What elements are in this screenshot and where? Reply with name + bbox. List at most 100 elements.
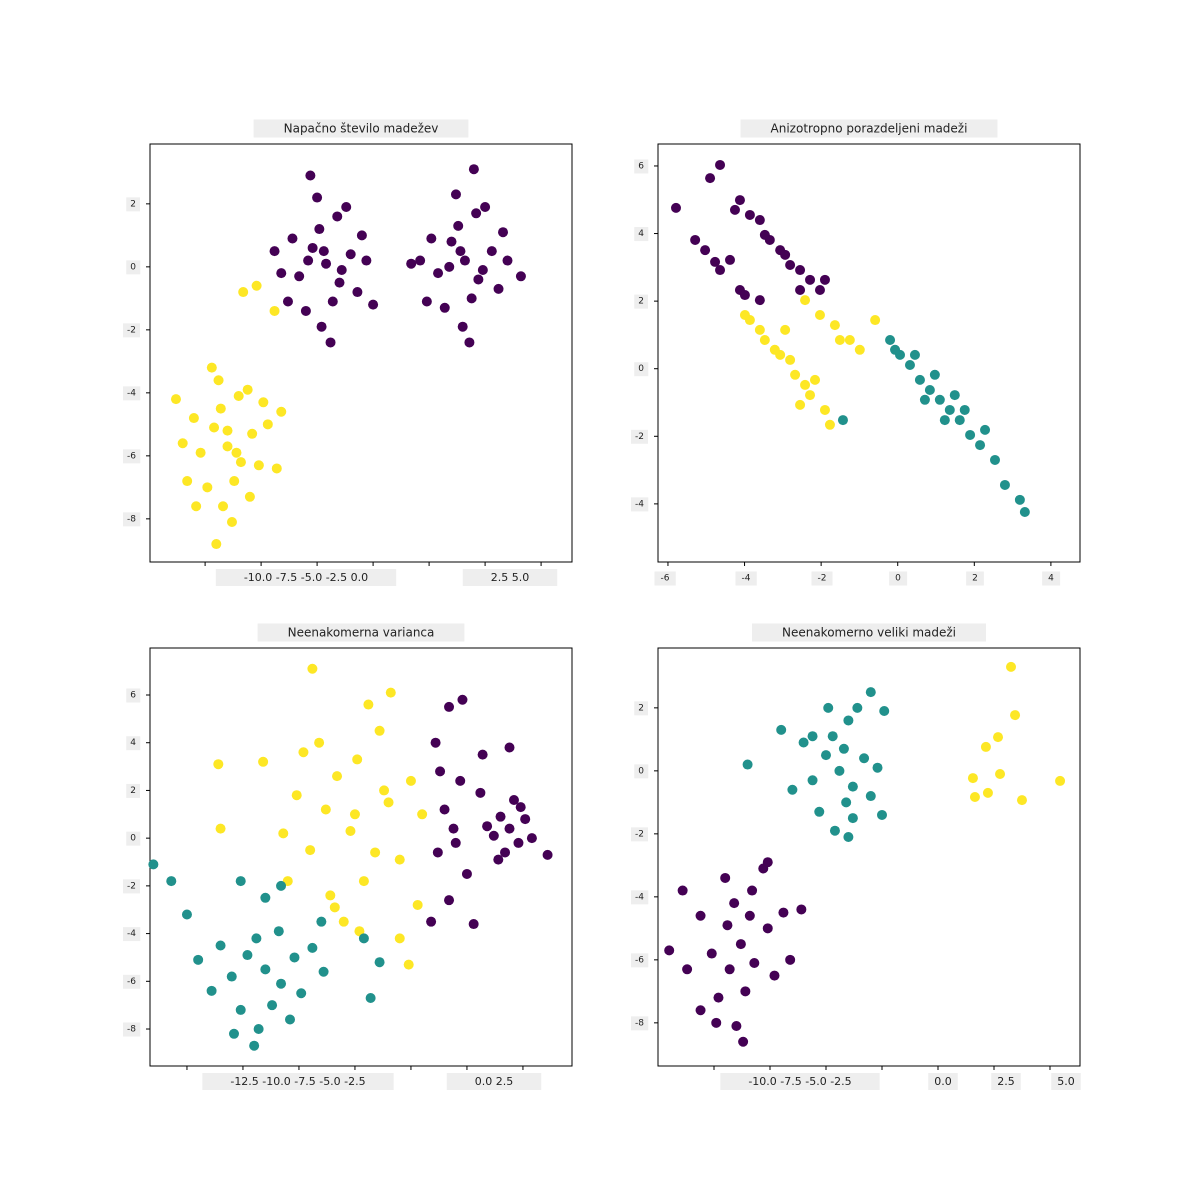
x-tick-label: -10.0 -7.5 -5.0 -2.5 (748, 1075, 851, 1088)
scatter-point (215, 403, 226, 414)
scatter-point (294, 271, 305, 282)
label-background (740, 119, 998, 138)
label-background (126, 783, 140, 798)
scatter-point (226, 516, 237, 527)
scatter-point (682, 964, 693, 975)
x-tick-label: 0.0 (934, 1075, 952, 1088)
label-background (126, 688, 141, 703)
y-tick-label: -6 (127, 451, 136, 461)
scatter-point (480, 201, 491, 212)
x-tick-label: -4 (742, 574, 751, 584)
scatter-point (455, 775, 466, 786)
y-tick-label: 6 (130, 691, 136, 701)
scatter-point (919, 394, 930, 405)
scatter-point (298, 747, 309, 758)
label-background (446, 1073, 542, 1090)
scatter-point (739, 290, 750, 301)
scatter-point (843, 831, 854, 842)
scatter-point (316, 321, 327, 332)
scatter-point (731, 1020, 742, 1031)
plot-frame (657, 647, 1081, 1067)
scatter-point (820, 750, 831, 761)
scatter-point (303, 255, 314, 266)
scatter-point (181, 909, 192, 920)
scatter-point (859, 753, 870, 764)
scatter-point (242, 384, 253, 395)
scatter-point (238, 287, 249, 298)
scatter-point (520, 814, 531, 825)
chart-title: Napačno število madežev (284, 122, 439, 136)
scatter-point (405, 775, 416, 786)
scatter-point (435, 766, 446, 777)
label-background (123, 449, 141, 464)
scatter-point (262, 419, 273, 430)
label-background (634, 227, 649, 242)
scatter-point (231, 447, 242, 458)
label-background (889, 571, 908, 586)
y-tick-label: -4 (635, 892, 644, 902)
plot-frame (149, 647, 573, 1067)
scatter-point (807, 775, 818, 786)
scatter-point (939, 415, 950, 426)
scatter-point (724, 254, 735, 265)
label-background (631, 1016, 649, 1031)
scatter-point (824, 419, 835, 430)
scatter-point (235, 876, 246, 887)
scatter-point (924, 385, 935, 396)
scatter-point (785, 354, 796, 365)
scatter-point (498, 227, 509, 238)
label-background (634, 764, 649, 779)
label-background (215, 569, 397, 586)
label-background (123, 1022, 141, 1037)
label-background (811, 571, 833, 586)
scatter-point (790, 369, 801, 380)
scatter-point (305, 170, 316, 181)
scatter-point (477, 264, 488, 275)
scatter-point (805, 274, 816, 285)
scatter-point (444, 895, 455, 906)
scatter-point (847, 781, 858, 792)
scatter-point (206, 362, 217, 373)
scatter-point (504, 823, 515, 834)
label-background (123, 879, 140, 894)
label-background (751, 623, 987, 642)
scatter-point (284, 1014, 295, 1025)
scatter-point (307, 663, 318, 674)
scatter-point (450, 189, 461, 200)
y-tick-label: 4 (638, 229, 644, 239)
scatter-point (228, 1028, 239, 1039)
scatter-point (710, 256, 721, 267)
label-background (928, 1073, 958, 1090)
scatter-point (345, 825, 356, 836)
scatter-point (959, 404, 970, 415)
scatter-point (929, 369, 940, 380)
label-background (126, 260, 141, 275)
label-background (126, 736, 141, 751)
scatter-point (795, 399, 806, 410)
y-tick-label: 6 (638, 161, 644, 171)
scatter-point (744, 209, 755, 220)
scatter-point (865, 687, 876, 698)
scatter-point (800, 295, 811, 306)
x-tick-label: 4 (1048, 574, 1054, 584)
scatter-point (215, 940, 226, 951)
label-background (123, 386, 141, 401)
scatter-point (374, 725, 385, 736)
label-background (654, 571, 676, 586)
scatter-point (841, 797, 852, 808)
scatter-point (823, 702, 834, 713)
scatter-point (426, 233, 437, 244)
scatter-point (267, 1000, 278, 1011)
scatter-point (406, 258, 417, 269)
scatter-point (287, 233, 298, 244)
scatter-point (759, 334, 770, 345)
scatter-point (949, 390, 960, 401)
scatter-point (980, 424, 991, 435)
scatter-point (352, 287, 363, 298)
scatter-point (251, 280, 262, 291)
scatter-point (838, 743, 849, 754)
scatter-point (271, 463, 282, 474)
scatter-point (358, 933, 369, 944)
scatter-point (989, 454, 1000, 465)
scatter-point (954, 415, 965, 426)
